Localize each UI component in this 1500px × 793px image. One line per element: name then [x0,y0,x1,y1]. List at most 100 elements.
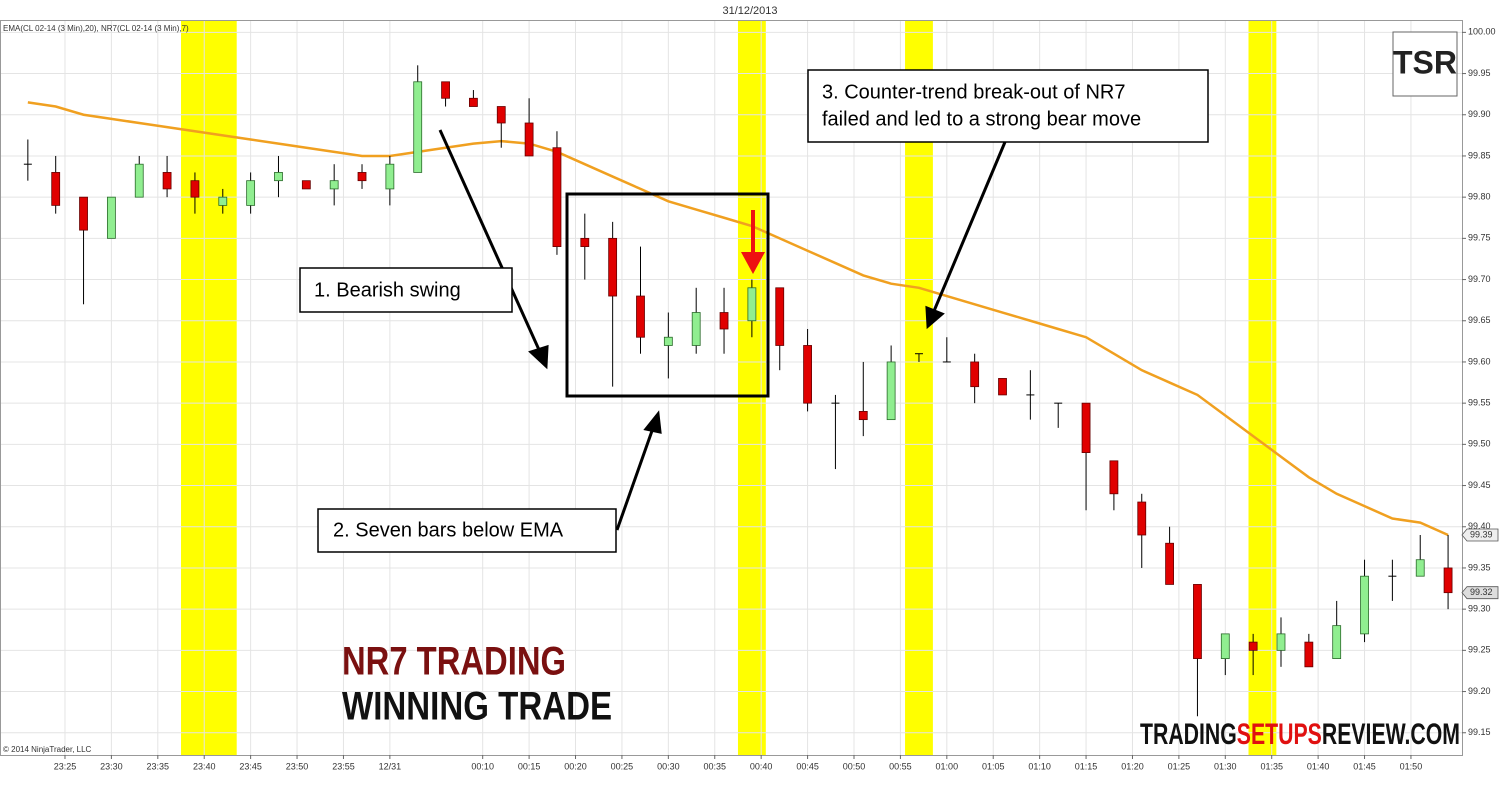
arrowhead [741,252,765,274]
candle-body [1276,633,1286,651]
y-tick-label: 99.70 [1468,274,1491,284]
annotation: 1. Bearish swing [314,279,461,301]
site-part: TRADING [1140,718,1237,751]
candle-body [51,172,61,206]
candle-body [1415,559,1425,577]
watermark: NR7 TRADING [342,640,566,684]
annotation: 2. Seven bars below EMA [333,519,564,541]
candle-body [719,312,729,330]
candle-body [469,97,478,107]
y-tick-label: 99.60 [1468,356,1491,366]
annotation-box [807,69,1209,143]
x-tick-label: 01:20 [1121,761,1144,771]
candle-body [1109,460,1119,495]
red-arrow [741,210,765,274]
x-tick-label: 00:55 [889,761,912,771]
candle-body [1332,625,1342,659]
candle-body [636,295,645,338]
x-tick-label: 01:15 [1075,761,1098,771]
x-tick-label: 01:05 [982,761,1005,771]
x-tick-label: 23:50 [286,761,309,771]
x-tick-label: 01:30 [1214,761,1237,771]
copyright: © 2014 NinjaTrader, LLC [3,745,92,754]
candle-body [998,378,1007,396]
annotation: 3. Counter-trend break-out of NR7 [822,81,1126,103]
candle-body [1220,633,1230,659]
last-value-label: 99.32 [1470,587,1493,597]
candle-body [552,147,562,247]
y-tick-label: 99.40 [1468,521,1491,531]
candle-body [1248,641,1258,651]
annotation-box [299,267,513,313]
candle-body [190,180,200,198]
candle-body [134,163,144,198]
indicator-label: EMA(CL 02-14 (3 Min),20), NR7(CL 02-14 (… [3,24,189,33]
candle-body [858,410,868,421]
x-tick-label: 01:10 [1028,761,1051,771]
candle-body [79,196,88,231]
y-tick-label: 99.15 [1468,727,1491,737]
y-tick-label: 99.85 [1468,150,1491,160]
y-tick-label: 99.65 [1468,315,1491,325]
candle-body [1193,584,1202,659]
candle-body [803,345,812,404]
y-tick-label: 99.75 [1468,233,1491,243]
y-tick-label: 99.45 [1468,480,1491,490]
y-tick-label: 99.35 [1468,562,1491,572]
x-tick-label: 23:35 [147,761,170,771]
nr7-box [565,192,770,398]
candle-body [441,81,450,99]
x-tick-label: 01:25 [1168,761,1191,771]
chart-title: 31/12/2013 [722,5,777,17]
x-tick-label: 23:55 [332,761,355,771]
y-tick-label: 99.50 [1468,439,1491,449]
candle-body [775,287,785,346]
candle-body [357,172,367,182]
arrowhead [643,410,662,434]
arrowhead [528,344,549,370]
watermark: WINNING TRADE [342,685,612,729]
arrow [932,141,1007,312]
candle-body [329,180,339,190]
arrowhead [925,305,945,330]
annotation: failed and led to a strong bear move [822,108,1141,130]
candle-body [413,81,423,173]
x-tick-label: 23:25 [54,761,77,771]
y-tick-label: 99.80 [1468,192,1491,202]
arrows [438,129,1007,531]
x-tick-label: 01:35 [1260,761,1283,771]
x-tick-label: 01:50 [1400,761,1423,771]
x-tick-label: 00:15 [518,761,541,771]
candle-body [747,287,757,322]
x-tick-label: 00:45 [796,761,819,771]
x-tick-label: 01:00 [936,761,959,771]
last-value-tag [1461,528,1499,542]
candle-body [106,196,116,239]
y-tick-label: 99.90 [1468,109,1491,119]
candle-body [970,361,980,388]
y-tick-label: 99.95 [1468,68,1491,78]
x-tick-label: 00:20 [564,761,587,771]
annotation-box [317,508,617,553]
candle-body [608,237,618,297]
x-tick-label: 01:45 [1353,761,1376,771]
candle-body [385,163,395,190]
candle-body [1360,575,1369,635]
ema-line [27,101,1449,537]
x-tick-label: 23:40 [193,761,216,771]
candle-body [246,180,256,206]
candle-body [496,106,506,124]
x-tick-label: 00:25 [611,761,634,771]
nr7-highlight [181,20,237,755]
candle-body [1304,641,1314,668]
last-value-tag [1461,586,1499,600]
candle-body [301,180,311,190]
candle-body [1137,501,1147,536]
candle-body [580,237,590,247]
site-name: TRADINGSETUPSREVIEW.COM [1140,718,1460,751]
site-part: REVIEW.COM [1322,718,1460,751]
logo: TSR [1393,44,1457,80]
x-tick-label: 01:40 [1307,761,1330,771]
x-tick-label: 23:45 [239,761,262,771]
